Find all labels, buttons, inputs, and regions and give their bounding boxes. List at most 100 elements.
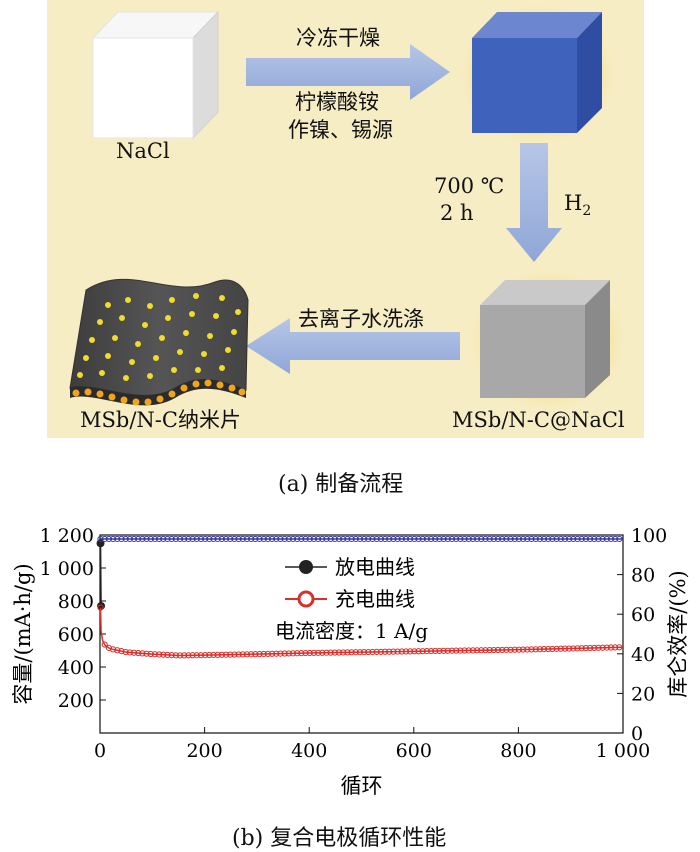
series-point-2 [277,535,284,543]
step1-bottom-label-2: 作镍、锡源 [288,118,393,142]
series-point-1 [473,647,481,654]
series-point-2 [398,535,405,543]
step1-bottom-label-1: 柠檬酸铵 [295,90,379,114]
series-point-2 [515,535,523,543]
series-point-2 [511,535,518,543]
series-point-2 [444,535,451,543]
series-point-2 [135,535,142,543]
series-point-2 [168,535,175,543]
series-point-1 [105,644,112,651]
series-point-2 [524,535,531,543]
series-point-1 [574,645,581,652]
series-point-1 [457,647,464,654]
product-label: MSb/N-C纳米片 [80,408,241,432]
series-point-2 [239,535,246,543]
series-point-1 [386,648,393,655]
series-point-1 [235,651,242,658]
series-point-1 [381,648,389,655]
series-point-2 [335,535,343,543]
series-point-1 [469,647,476,654]
y-right-tick-label: 100 [631,525,667,547]
current-density-label: 电流密度：1 A/g [275,619,428,643]
series-point-2 [532,535,539,543]
series-point-1 [160,651,167,658]
series-point-1 [218,651,225,658]
series-point-2 [365,535,372,543]
series-point-1 [206,651,213,659]
series-point-2 [147,535,154,543]
x-tick-label: 200 [186,740,222,762]
series-point-2 [549,535,556,543]
series-point-1 [327,649,334,656]
process-diagram [69,0,630,415]
series-point-2 [235,535,242,543]
y-right-tick-label: 80 [631,565,655,587]
series-point-2 [582,535,589,543]
series-point-2 [206,535,213,543]
series-point-1 [436,647,443,655]
x-tick-label: 400 [291,740,327,762]
series-point-1 [586,644,594,652]
series-point-1 [109,646,117,653]
series-point-2 [520,535,527,543]
series-point-1 [394,648,401,655]
wash-label: 去离子水洗涤 [298,307,424,331]
series-point-1 [139,650,146,657]
series-point-2 [415,535,422,543]
series-point-2 [155,535,163,543]
series-point-2 [122,535,129,543]
caption-a: (a) 制备流程 [278,472,404,497]
series-point-2 [130,535,138,543]
series-point-1 [197,652,205,659]
series-point-1 [482,647,489,654]
series-point-1 [407,648,414,655]
series-point-2 [348,535,355,543]
series-point-1 [344,649,351,656]
step1-top-label: 冷冻干燥 [296,26,380,50]
nacl-cube [91,10,220,140]
series-point-2 [327,535,334,543]
series-point-1 [361,649,368,656]
series-point-2 [591,535,598,543]
series-point-1 [97,604,104,611]
series-point-2 [126,535,133,543]
series-point-1 [239,651,246,658]
series-point-1 [377,648,384,655]
series-point-2 [151,535,159,543]
series-point-1 [494,646,502,654]
series-point-1 [599,644,606,651]
series-point-1 [398,648,405,655]
series-point-1 [248,651,255,658]
y-right-axis-title: 库仑效率/(%) [666,570,690,697]
series-point-2 [490,535,497,543]
series-point-2 [381,535,389,543]
y-right-tick-label: 60 [631,604,655,626]
series-point-2 [427,535,435,543]
series-point-1 [444,647,451,654]
series-point-1 [210,651,217,659]
series-point-1 [545,645,552,653]
series-point-2 [331,535,338,543]
series-point-1 [365,648,372,656]
series-point-2 [419,535,426,543]
legend-discharge-label: 放电曲线 [335,555,415,579]
series-point-1 [448,647,456,654]
series-point-1 [566,645,573,652]
series-point-1 [348,649,355,656]
nanoparticle-dots [77,293,241,381]
series-point-1 [528,646,535,653]
series-point-2 [97,535,104,543]
series-point-1 [373,648,380,656]
series-point-1 [298,650,305,657]
series-point-1 [185,652,192,659]
series-point-1 [289,650,297,657]
series-point-2 [553,535,560,543]
series-point-2 [411,535,418,543]
series-point-2 [352,535,359,543]
series-point-1 [453,647,460,654]
y-left-tick-label: 600 [58,624,94,646]
y-left-tick-label: 800 [58,591,94,613]
series-point-2 [486,535,493,543]
gas-subscript: 2 [582,203,592,220]
series-point-2 [243,535,251,543]
